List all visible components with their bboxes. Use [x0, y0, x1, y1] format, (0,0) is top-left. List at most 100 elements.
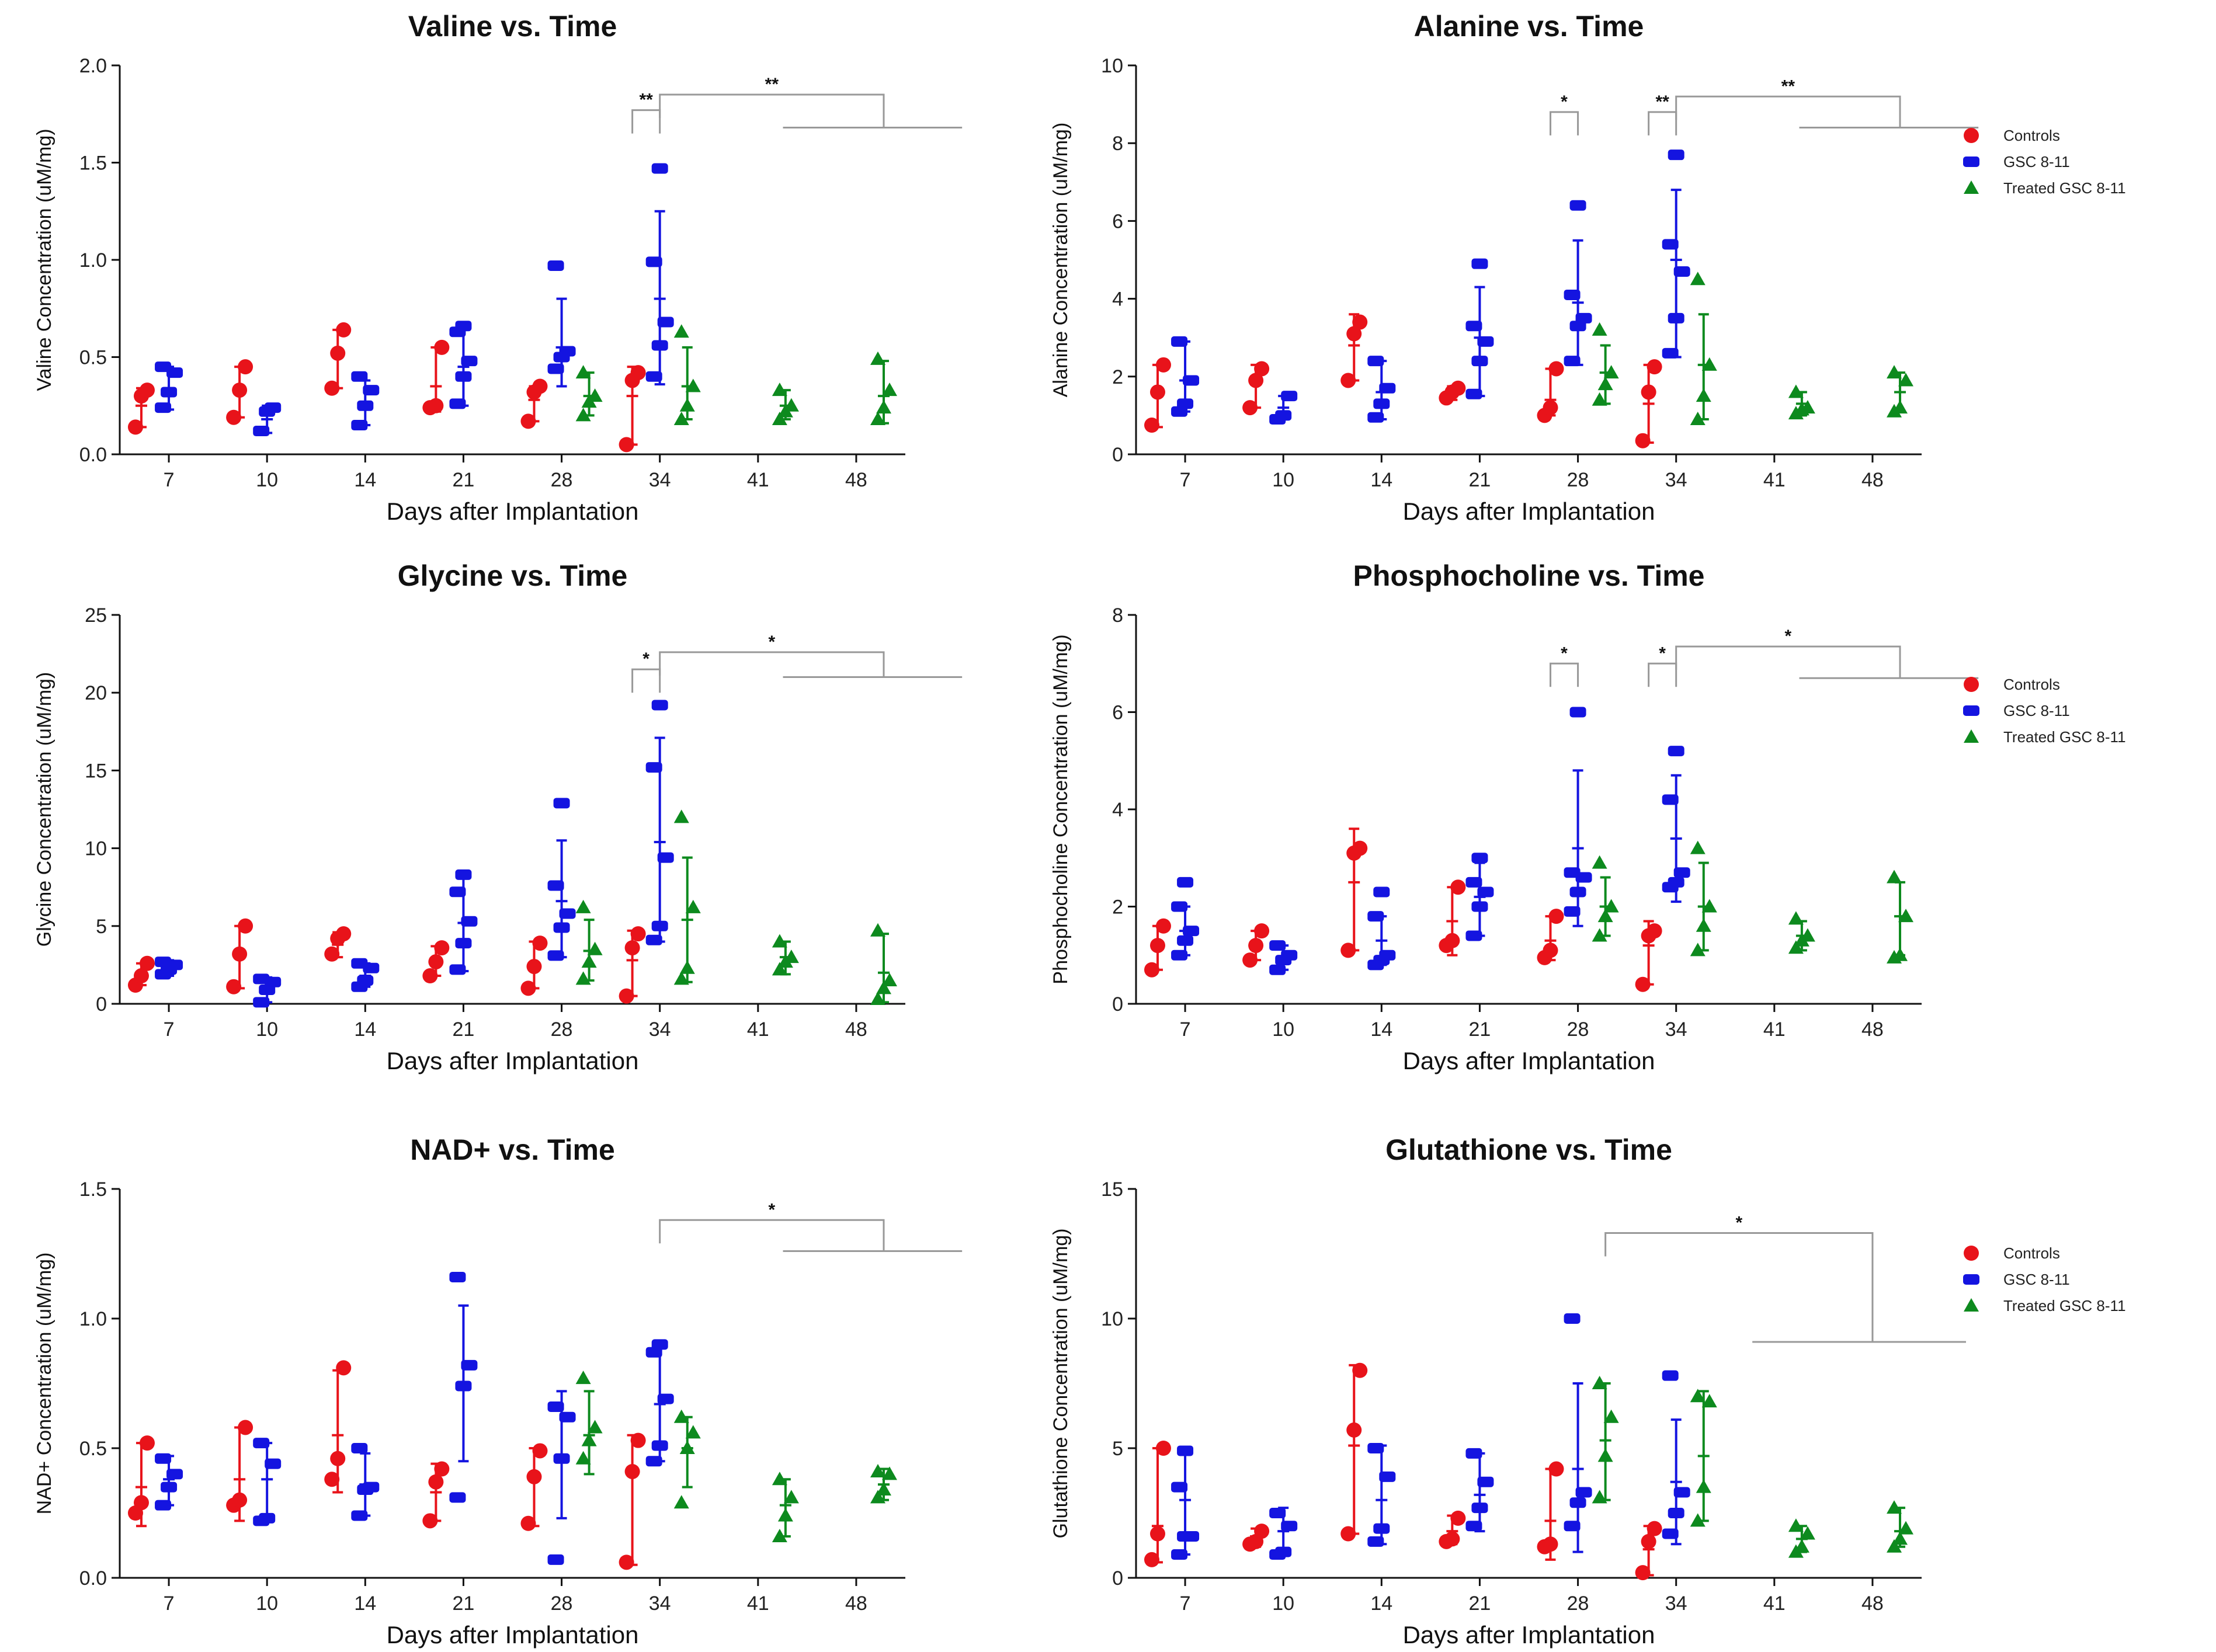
- x-tick-label: 14: [1370, 1592, 1392, 1615]
- data-point: [265, 1458, 282, 1469]
- y-tick-label: 0.0: [79, 1567, 107, 1590]
- data-point: [1183, 926, 1200, 937]
- data-point: [1275, 1546, 1292, 1557]
- data-point: [1155, 918, 1171, 934]
- data-point: [657, 1393, 674, 1404]
- data-point: [1887, 1500, 1902, 1514]
- legend-label: Treated GSC 8-11: [2003, 179, 2126, 197]
- data-point: [1662, 794, 1679, 805]
- data-group: [1690, 1389, 1717, 1527]
- data-group: [520, 1443, 548, 1531]
- data-point: [351, 420, 368, 431]
- data-point: [253, 973, 270, 985]
- data-point: [651, 700, 668, 711]
- x-tick-label: 7: [164, 1592, 175, 1615]
- data-point: [1788, 384, 1804, 398]
- x-tick-label: 21: [1469, 469, 1491, 491]
- data-point: [1465, 1521, 1482, 1532]
- data-point: [1564, 1313, 1581, 1324]
- data-point: [238, 1420, 253, 1435]
- y-tick-label: 1.5: [79, 152, 107, 175]
- data-point: [673, 971, 689, 985]
- data-group: [1592, 1376, 1619, 1504]
- x-tick-label: 14: [1370, 1018, 1392, 1041]
- data-point: [1144, 1552, 1159, 1567]
- significance-bracket: *: [659, 1200, 963, 1253]
- significance-bracket: **: [631, 91, 661, 134]
- data-point: [1367, 1443, 1384, 1453]
- data-group: [772, 1472, 799, 1542]
- data-point: [1444, 933, 1460, 948]
- legend-marker: [1964, 180, 1979, 194]
- data-point: [253, 997, 270, 1008]
- data-point: [1592, 1490, 1607, 1504]
- data-group: [1564, 200, 1592, 367]
- data-point: [777, 1508, 793, 1522]
- data-point: [1340, 373, 1356, 388]
- data-point: [1668, 746, 1684, 757]
- data-point: [455, 1380, 472, 1392]
- data-point: [1794, 1539, 1809, 1553]
- x-tick-label: 41: [747, 1592, 769, 1615]
- data-point: [1444, 1531, 1460, 1547]
- data-point: [1254, 361, 1270, 377]
- data-point: [1635, 976, 1651, 992]
- data-point: [336, 1360, 352, 1376]
- data-point: [1701, 899, 1717, 913]
- data-group: [1537, 909, 1564, 965]
- data-point: [1564, 356, 1581, 367]
- phosphocholine-chart: Phosphocholine vs. Time 0 2 4 6 8 7 10 14 21 28 34 4…: [1050, 559, 2126, 1074]
- data-point: [547, 1401, 564, 1412]
- data-point: [630, 1432, 646, 1448]
- legend-marker: [1964, 729, 1979, 743]
- data-point: [1673, 1487, 1690, 1498]
- data-point: [685, 378, 701, 392]
- y-tick-label: 15: [1101, 1178, 1123, 1201]
- data-point: [265, 402, 282, 413]
- data-group: [575, 365, 603, 422]
- data-point: [1569, 886, 1586, 898]
- data-group: [1367, 1443, 1396, 1547]
- data-point: [1898, 909, 1914, 923]
- data-point: [619, 988, 634, 1004]
- data-point: [1575, 312, 1592, 324]
- x-tick-label: 28: [1567, 1018, 1589, 1041]
- data-group: [1439, 879, 1466, 957]
- data-point: [575, 408, 591, 422]
- data-point: [155, 957, 172, 968]
- data-point: [1248, 373, 1264, 388]
- data-point: [1477, 336, 1494, 347]
- data-point: [575, 365, 591, 379]
- y-tick-label: 10: [1101, 1308, 1123, 1330]
- bracket-line: [1549, 111, 1579, 135]
- data-point: [1647, 1521, 1662, 1536]
- data-group: [1662, 149, 1690, 359]
- bracket-line: [1549, 662, 1579, 687]
- data-point: [783, 1490, 799, 1504]
- data-group: [1367, 356, 1396, 423]
- data-group: [1690, 272, 1717, 426]
- data-point: [449, 398, 466, 409]
- x-tick-label: 28: [1567, 469, 1589, 491]
- data-point: [1149, 1526, 1165, 1542]
- x-tick-label: 14: [354, 1592, 376, 1615]
- data-group: [1635, 359, 1662, 448]
- data-point: [559, 346, 576, 357]
- data-group: [127, 1435, 155, 1528]
- data-point: [1548, 361, 1564, 377]
- significance-bracket: *: [1549, 92, 1579, 135]
- significance-label: *: [769, 1200, 776, 1219]
- data-point: [161, 387, 178, 398]
- alanine-chart: Alanine vs. Time 0 2 4 6 8 10 7 10 14 21 28 34 41 48 Da…: [1050, 10, 2126, 525]
- data-point: [1690, 942, 1706, 957]
- y-tick-label: 0.0: [79, 444, 107, 466]
- data-point: [1465, 388, 1482, 399]
- data-group: [1788, 384, 1815, 420]
- significance-bracket: *: [631, 649, 661, 693]
- data-group: [1592, 855, 1619, 942]
- data-group: [253, 973, 282, 1008]
- data-group: [1537, 361, 1564, 423]
- data-point: [1635, 1565, 1651, 1581]
- significance-bracket: *: [1604, 1213, 1966, 1343]
- data-point: [526, 959, 542, 975]
